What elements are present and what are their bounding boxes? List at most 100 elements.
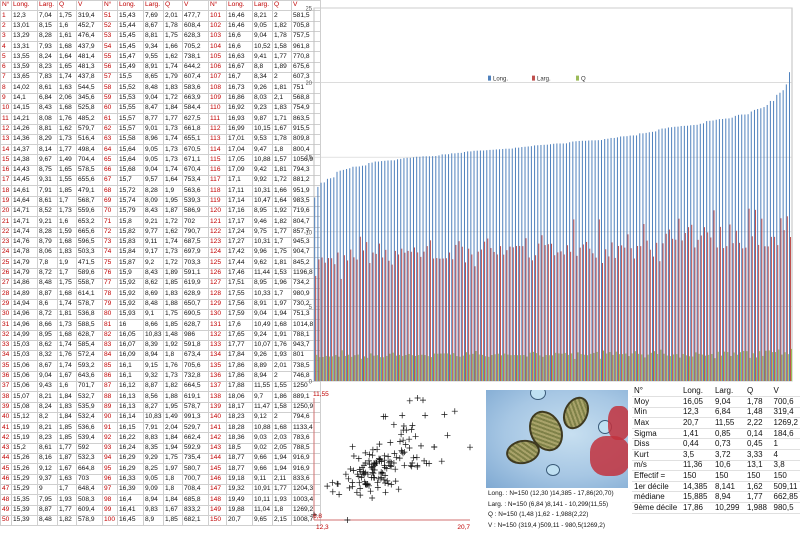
scatter-point bbox=[374, 484, 381, 491]
table-cell: 16,4 bbox=[117, 494, 144, 506]
scatter-point bbox=[371, 474, 378, 481]
table-cell: 9,66 bbox=[252, 453, 273, 465]
table-cell: 8,94 bbox=[252, 370, 273, 382]
stats-value-cell: 11,55 bbox=[712, 417, 745, 429]
bar-long bbox=[365, 165, 367, 381]
table-row: 30 14,96 8,72 1,81 536,8 80 15,93 9,1 1,75 690,5 1… bbox=[0, 308, 321, 321]
table-row: 11 14,21 8,08 1,76 485,2 61 15,57 8,77 1,77 627,5… bbox=[0, 113, 321, 125]
table-cell: 1,7 bbox=[57, 267, 77, 280]
scatter-point bbox=[409, 422, 416, 429]
bar-long bbox=[467, 151, 469, 381]
bar-q bbox=[724, 351, 726, 381]
bar-larg bbox=[573, 219, 575, 381]
bar-long bbox=[362, 165, 363, 381]
bar-larg bbox=[723, 248, 725, 381]
row-number-cell: 47 bbox=[0, 483, 12, 496]
table-cell: 1,53 bbox=[272, 267, 292, 280]
table-cell: 1,78 bbox=[272, 30, 292, 43]
table-row: 14 14,37 8,14 1,77 498,4 64 15,64 9,05 1,73 670,5… bbox=[0, 144, 321, 156]
table-cell: 1,67 bbox=[272, 123, 292, 135]
bar-larg bbox=[662, 243, 664, 381]
bar-q bbox=[692, 356, 694, 381]
bar-long bbox=[419, 156, 421, 381]
bar-larg bbox=[429, 240, 431, 381]
table-cell: 11,04 bbox=[252, 504, 273, 516]
bar-larg bbox=[770, 236, 772, 381]
bar-larg bbox=[382, 257, 384, 381]
scatter-point bbox=[382, 489, 389, 496]
bar-q bbox=[727, 352, 729, 381]
table-cell: 1,85 bbox=[163, 319, 183, 331]
bar-long bbox=[782, 90, 784, 382]
table-cell: 516,4 bbox=[76, 133, 103, 146]
table-cell: 15,7 bbox=[117, 175, 144, 187]
row-number-cell: 120 bbox=[208, 205, 227, 218]
bar-larg bbox=[586, 241, 588, 381]
bar-q bbox=[529, 352, 531, 381]
row-number-cell: 33 bbox=[0, 339, 12, 352]
table-cell: 1,49 bbox=[57, 154, 77, 166]
table-cell: 17,55 bbox=[226, 288, 253, 300]
table-cell: 8,24 bbox=[37, 51, 58, 63]
scatter-point bbox=[387, 462, 394, 469]
table-cell: 8,2 bbox=[37, 411, 58, 424]
table-cell: 8,43 bbox=[143, 205, 164, 218]
table-cell: 10,49 bbox=[252, 319, 273, 331]
scatter-point bbox=[362, 469, 369, 476]
table-cell: 16,13 bbox=[117, 391, 144, 403]
stats-value-cell: 0,14 bbox=[744, 428, 772, 440]
table-cell: 16,86 bbox=[226, 92, 253, 104]
bar-q bbox=[456, 356, 458, 381]
stats-value-cell: 150 bbox=[680, 470, 713, 482]
table-cell: 1,73 bbox=[163, 154, 183, 166]
table-cell: 16,45 bbox=[117, 514, 144, 527]
bar-long bbox=[314, 197, 316, 381]
table-cell: 628,7 bbox=[76, 329, 103, 341]
table-cell: 17,44 bbox=[226, 257, 253, 269]
table-cell: 1,85 bbox=[57, 432, 77, 444]
table-cell: 9,23 bbox=[252, 102, 273, 115]
scatter-point bbox=[412, 433, 419, 440]
table-cell: 1,66 bbox=[163, 41, 183, 53]
scatter-point bbox=[329, 488, 336, 495]
scatter-point bbox=[384, 477, 391, 484]
table-cell: 17,14 bbox=[226, 195, 253, 207]
table-cell: 1,74 bbox=[163, 164, 183, 177]
row-number-cell: 131 bbox=[208, 319, 227, 331]
table-cell: 14,79 bbox=[11, 257, 38, 269]
scatter-point bbox=[344, 517, 351, 523]
table-cell: 1,85 bbox=[163, 278, 183, 290]
table-cell: 14,37 bbox=[11, 144, 38, 156]
bar-long bbox=[750, 111, 752, 381]
table-cell: 991,3 bbox=[182, 411, 209, 424]
table-cell: 9,37 bbox=[37, 473, 58, 485]
table-cell: 15,57 bbox=[117, 123, 144, 135]
table-cell: 17,46 bbox=[226, 267, 253, 280]
scatter-point bbox=[406, 436, 413, 443]
table-cell: 7,69 bbox=[143, 10, 164, 22]
row-number-cell: 26 bbox=[0, 267, 12, 280]
bar-q bbox=[577, 352, 579, 381]
bar-q bbox=[612, 354, 614, 381]
row-number-cell: 99 bbox=[102, 504, 118, 516]
table-cell: 8,95 bbox=[252, 205, 273, 218]
table-cell: 1,94 bbox=[272, 453, 292, 465]
table-cell: 586,9 bbox=[182, 205, 209, 218]
table-cell: 591,1 bbox=[182, 267, 209, 280]
scatter-point bbox=[401, 449, 408, 456]
bar-long bbox=[412, 157, 414, 381]
table-cell: 1,81 bbox=[272, 164, 292, 177]
bar-larg bbox=[684, 232, 686, 381]
stats-row: m/s 11,36 10,6 13,1 3,8 bbox=[632, 460, 800, 472]
table-cell: 471,5 bbox=[76, 257, 103, 269]
table-cell: 13,55 bbox=[11, 51, 38, 63]
table-cell: 1,7 bbox=[57, 483, 77, 496]
scatter-point bbox=[401, 462, 408, 469]
table-cell: 1,88 bbox=[163, 298, 183, 310]
bar-long bbox=[744, 114, 746, 381]
bar-larg bbox=[474, 266, 476, 381]
bar-q bbox=[414, 355, 416, 381]
table-row: 27 14,86 8,48 1,75 558,7 77 15,92 8,62 1,85 619,9… bbox=[0, 278, 321, 290]
bar-larg bbox=[700, 235, 702, 381]
bar-q bbox=[418, 355, 420, 381]
